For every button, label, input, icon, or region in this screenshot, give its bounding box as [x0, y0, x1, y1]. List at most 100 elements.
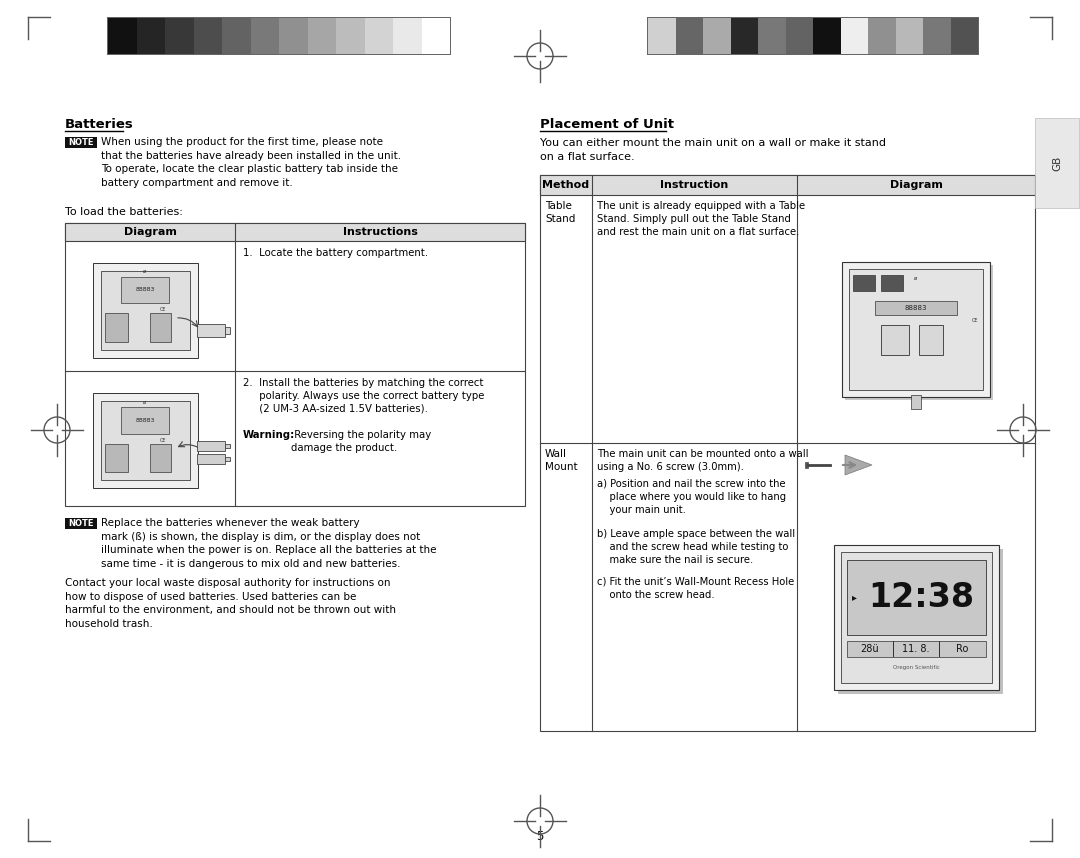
- Bar: [251, 18, 279, 54]
- Bar: [105, 313, 127, 341]
- Text: Contact your local waste disposal authority for instructions on
how to dispose o: Contact your local waste disposal author…: [65, 578, 396, 629]
- Text: The unit is already equipped with a Table
Stand. Simply pull out the Table Stand: The unit is already equipped with a Tabl…: [597, 201, 805, 238]
- Bar: [225, 456, 230, 461]
- Text: Wall
Mount: Wall Mount: [545, 449, 578, 472]
- Bar: [1035, 118, 1079, 208]
- Bar: [847, 559, 986, 635]
- Text: a) Position and nail the screw into the
    place where you would like to hang
 : a) Position and nail the screw into the …: [597, 479, 786, 515]
- Text: 12:38: 12:38: [868, 581, 974, 613]
- Bar: [308, 18, 336, 54]
- Text: The main unit can be mounted onto a wall
using a No. 6 screw (3.0mm).: The main unit can be mounted onto a wall…: [597, 449, 809, 472]
- Bar: [336, 18, 365, 54]
- Bar: [847, 641, 986, 657]
- Bar: [65, 223, 525, 506]
- Bar: [834, 545, 999, 690]
- Bar: [93, 393, 198, 488]
- Text: 2.  Install the batteries by matching the correct
     polarity. Always use the : 2. Install the batteries by matching the…: [243, 378, 484, 414]
- Text: Table
Stand: Table Stand: [545, 201, 576, 224]
- Bar: [365, 18, 393, 54]
- Bar: [150, 313, 171, 341]
- Bar: [393, 18, 421, 54]
- Text: Instructions: Instructions: [342, 227, 418, 237]
- Text: Batteries: Batteries: [65, 118, 134, 131]
- Text: ø: ø: [915, 276, 918, 281]
- Bar: [868, 18, 895, 54]
- Text: CE: CE: [160, 307, 166, 312]
- Bar: [421, 18, 450, 54]
- Text: 88883: 88883: [135, 287, 154, 293]
- Bar: [840, 18, 868, 54]
- Text: You can either mount the main unit on a wall or make it stand
on a flat surface.: You can either mount the main unit on a …: [540, 138, 886, 162]
- Text: c) Fit the unit’s Wall-Mount Recess Hole
    onto the screw head.: c) Fit the unit’s Wall-Mount Recess Hole…: [597, 577, 794, 600]
- Text: Reversing the polarity may
damage the product.: Reversing the polarity may damage the pr…: [291, 430, 431, 453]
- Text: 88883: 88883: [135, 418, 154, 423]
- Text: To load the batteries:: To load the batteries:: [65, 207, 183, 217]
- Bar: [923, 18, 950, 54]
- Bar: [703, 18, 730, 54]
- Text: Method: Method: [542, 180, 590, 190]
- Bar: [853, 275, 875, 291]
- Bar: [648, 18, 675, 54]
- Text: b) Leave ample space between the wall
    and the screw head while testing to
  : b) Leave ample space between the wall an…: [597, 529, 795, 565]
- Bar: [100, 401, 189, 480]
- Polygon shape: [845, 455, 872, 475]
- Bar: [912, 395, 921, 408]
- Bar: [842, 262, 990, 396]
- Bar: [785, 18, 813, 54]
- Text: NOTE: NOTE: [68, 138, 94, 147]
- Bar: [540, 175, 1035, 195]
- Bar: [675, 18, 703, 54]
- Bar: [100, 270, 189, 349]
- Bar: [197, 324, 225, 337]
- Text: Diagram: Diagram: [123, 227, 176, 237]
- Text: Oregon Scientific: Oregon Scientific: [892, 665, 940, 670]
- Bar: [845, 264, 993, 400]
- Text: Diagram: Diagram: [890, 180, 943, 190]
- Text: Warning:: Warning:: [243, 430, 295, 440]
- Text: 1.  Locate the battery compartment.: 1. Locate the battery compartment.: [243, 248, 428, 258]
- Bar: [647, 17, 978, 55]
- Bar: [121, 407, 168, 433]
- Bar: [197, 440, 225, 450]
- Bar: [65, 223, 525, 241]
- Bar: [849, 269, 983, 390]
- Bar: [65, 137, 97, 148]
- Text: ø: ø: [144, 269, 147, 274]
- Bar: [837, 548, 1002, 693]
- Text: 5: 5: [537, 830, 543, 843]
- Bar: [108, 18, 136, 54]
- Bar: [758, 18, 785, 54]
- Bar: [197, 454, 225, 463]
- Bar: [881, 275, 903, 291]
- Bar: [222, 18, 251, 54]
- Text: ø: ø: [144, 400, 147, 404]
- Text: Instruction: Instruction: [660, 180, 729, 190]
- Bar: [540, 175, 1035, 731]
- Bar: [840, 552, 991, 682]
- Text: When using the product for the first time, please note
that the batteries have a: When using the product for the first tim…: [102, 137, 401, 188]
- Bar: [881, 324, 909, 354]
- Bar: [193, 18, 222, 54]
- Text: 28ü: 28ü: [861, 644, 879, 654]
- Bar: [165, 18, 193, 54]
- Text: 88883: 88883: [905, 305, 928, 311]
- Text: Replace the batteries whenever the weak battery
mark (ß) is shown, the display i: Replace the batteries whenever the weak …: [102, 518, 436, 569]
- Text: NOTE: NOTE: [68, 519, 94, 528]
- Bar: [107, 17, 451, 55]
- Text: CE: CE: [972, 318, 978, 323]
- Text: Placement of Unit: Placement of Unit: [540, 118, 674, 131]
- Text: 11. 8.: 11. 8.: [902, 644, 930, 654]
- Text: GB: GB: [1052, 155, 1062, 171]
- Bar: [813, 18, 840, 54]
- Bar: [279, 18, 308, 54]
- Bar: [919, 324, 943, 354]
- Text: CE: CE: [160, 438, 166, 443]
- Bar: [875, 300, 957, 315]
- Bar: [225, 327, 230, 334]
- Bar: [805, 462, 808, 468]
- Bar: [895, 18, 923, 54]
- Bar: [950, 18, 978, 54]
- Bar: [136, 18, 165, 54]
- Bar: [121, 276, 168, 303]
- Bar: [65, 518, 97, 529]
